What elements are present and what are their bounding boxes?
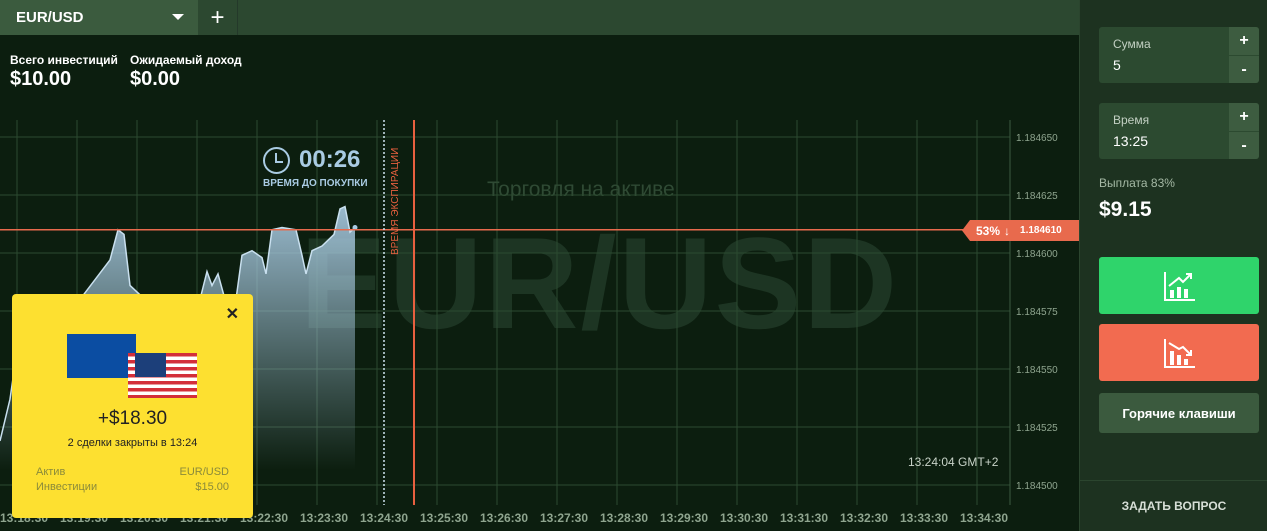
y-tick-label: 1.184600: [1016, 249, 1058, 260]
x-tick-label: 13:31:30: [780, 511, 828, 525]
top-bar: EUR/USD +: [0, 0, 1079, 35]
label: Время: [1113, 113, 1150, 127]
label: Сумма: [1113, 37, 1151, 51]
asset-name: EUR/USD: [16, 9, 84, 26]
ask-question-button[interactable]: ЗАДАТЬ ВОПРОС: [1080, 480, 1267, 531]
time-plus-button[interactable]: +: [1229, 103, 1259, 131]
payout-label: Выплата 83%: [1099, 176, 1175, 190]
amount-input[interactable]: 5: [1113, 57, 1121, 73]
asset-row: Актив EUR/USD: [36, 466, 229, 478]
server-time: 13:24:04 GMT+2: [908, 455, 999, 469]
y-tick-label: 1.184650: [1016, 133, 1058, 144]
timer-value: 00:26: [299, 146, 361, 173]
y-tick-label: 1.184550: [1016, 365, 1058, 376]
arrow-down-icon: ↓: [1004, 223, 1011, 238]
chart-up-icon: [1164, 271, 1195, 301]
eu-flag-icon: [67, 334, 136, 378]
call-button[interactable]: [1099, 257, 1259, 314]
amount-field[interactable]: Сумма 5 + -: [1099, 27, 1259, 83]
profit-amount: +$18.30: [97, 408, 168, 429]
hotkeys-button[interactable]: Горячие клавиши: [1099, 393, 1259, 433]
x-tick-label: 13:27:30: [540, 511, 588, 525]
x-tick-label: 13:30:30: [720, 511, 768, 525]
time-input[interactable]: 13:25: [1113, 133, 1149, 149]
price: 1.184610: [1020, 225, 1062, 236]
plus-icon: +: [210, 3, 225, 31]
current-point: [352, 224, 358, 230]
y-tick-label: 1.184625: [1016, 191, 1058, 202]
amount-plus-button[interactable]: +: [1229, 27, 1259, 55]
time-field[interactable]: Время 13:25 + -: [1099, 103, 1259, 159]
us-flag-icon: [128, 353, 197, 398]
add-asset-button[interactable]: +: [198, 0, 238, 35]
clock-icon: [263, 147, 290, 174]
time-minus-button[interactable]: -: [1229, 131, 1259, 159]
label: Инвестиции: [36, 481, 98, 493]
current-price-tag: 53% ↓ 1.184610: [962, 220, 1079, 241]
percent: 53%: [976, 223, 1001, 238]
x-tick-label: 13:25:30: [420, 511, 468, 525]
trade-panel: Сумма 5 + - Время 13:25 + - Выплата 83% $9.15 …: [1079, 0, 1267, 531]
value: $0.00: [130, 68, 181, 90]
expected-income: Ожидаемый доход $0.00: [130, 53, 242, 91]
investment-row: Инвестиции $15.00: [36, 481, 229, 493]
chevron-down-icon: [172, 14, 184, 20]
expiration-label: ВРЕМЯ ЭКСПИРАЦИИ: [390, 147, 401, 255]
y-tick-label: 1.184575: [1016, 307, 1058, 318]
x-tick-label: 13:23:30: [300, 511, 348, 525]
x-tick-label: 13:28:30: [600, 511, 648, 525]
x-tick-label: 13:26:30: [480, 511, 528, 525]
asset-selector[interactable]: EUR/USD: [0, 0, 198, 35]
y-tick-label: 1.184500: [1016, 481, 1058, 492]
amount-minus-button[interactable]: -: [1229, 55, 1259, 83]
x-tick-label: 13:32:30: [840, 511, 888, 525]
payout-value: $9.15: [1099, 198, 1152, 221]
label: Ожидаемый доход: [130, 53, 242, 67]
timer-label: ВРЕМЯ ДО ПОКУПКИ: [263, 178, 368, 189]
close-icon[interactable]: ✕: [225, 306, 239, 323]
label: Всего инвестиций: [10, 53, 118, 67]
put-button[interactable]: [1099, 324, 1259, 381]
y-tick-label: 1.184525: [1016, 423, 1058, 434]
label: Актив: [36, 466, 66, 478]
watermark-asset: EUR/USD: [300, 210, 900, 356]
chart-down-icon: [1164, 338, 1195, 368]
x-tick-label: 13:24:30: [360, 511, 408, 525]
total-investments: Всего инвестиций $10.00: [10, 53, 118, 91]
x-tick-label: 13:34:30: [960, 511, 1008, 525]
value: EUR/USD: [179, 466, 229, 478]
value: $10.00: [10, 68, 72, 90]
value: $15.00: [195, 481, 229, 493]
closed-trades-text: 2 сделки закрыты в 13:24: [67, 437, 198, 449]
x-tick-label: 13:29:30: [660, 511, 708, 525]
trade-result-popup: ✕ +$18.30 2 сделки закрыты в 13:24 Актив…: [12, 294, 253, 518]
x-tick-label: 13:33:30: [900, 511, 948, 525]
